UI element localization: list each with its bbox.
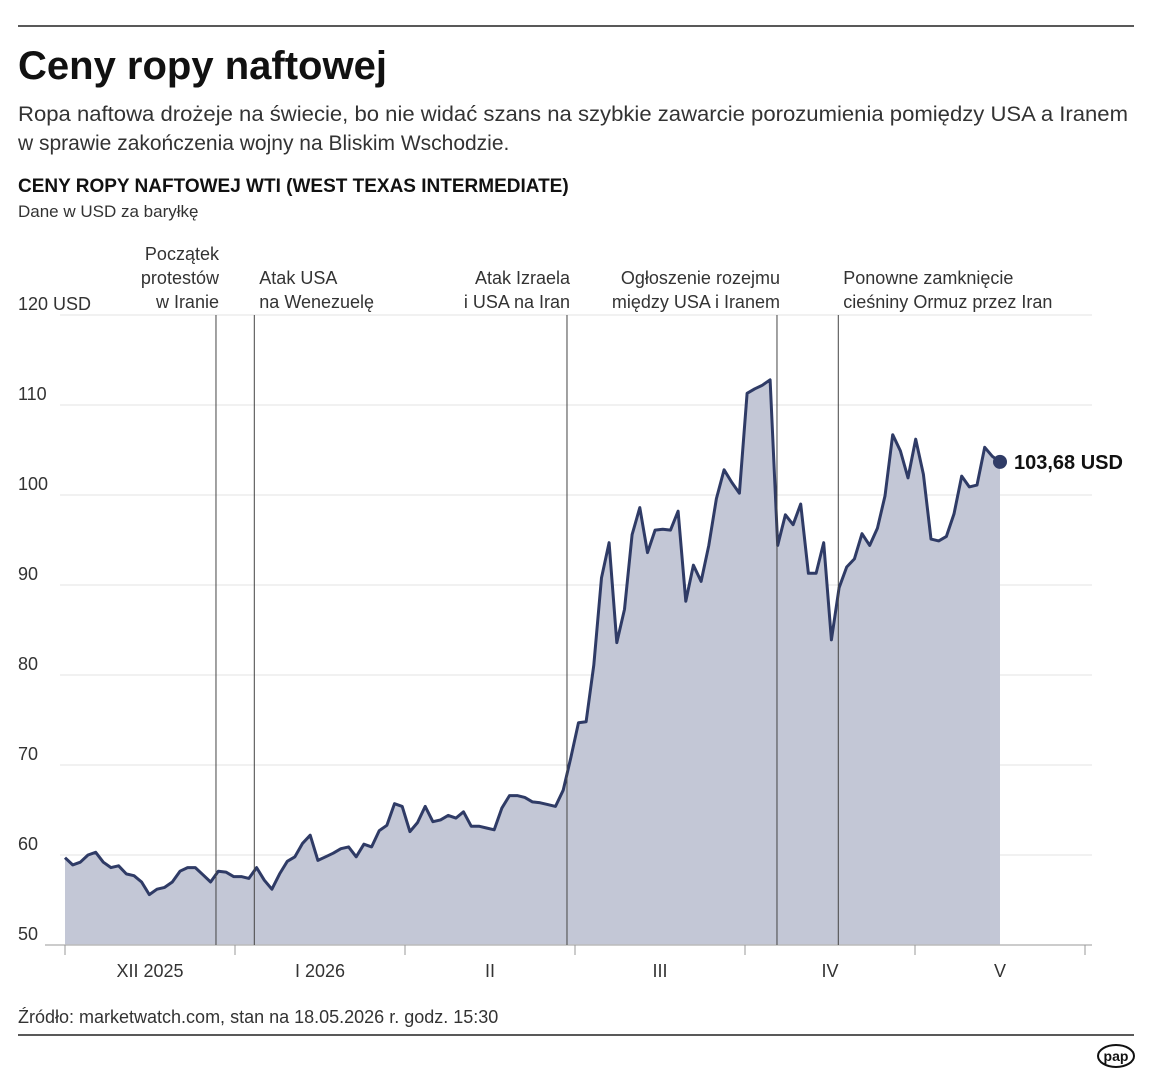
unit-note: Dane w USD za baryłkę: [18, 202, 198, 221]
event-label: Ponowne zamknięcie cieśniny Ormuz przez I…: [843, 268, 1052, 312]
event-label: Atak USA na Wenezuelę: [259, 268, 374, 312]
last-point: [993, 454, 1007, 469]
x-tick-label: V: [994, 961, 1006, 981]
x-tick-label: XII 2025: [116, 961, 183, 981]
event-label-line: protestów: [141, 268, 220, 288]
event-label-line: Początek: [145, 244, 220, 264]
y-tick-label: 100: [18, 474, 48, 494]
event-label: Początek protestów w Iranie: [141, 244, 220, 312]
y-tick-label: 50: [18, 924, 38, 944]
source: Źródło: marketwatch.com, stan na 18.05.2…: [18, 1007, 498, 1027]
event-label-line: Ogłoszenie rozejmu: [621, 268, 780, 288]
x-tick-label: III: [652, 961, 667, 981]
event-label-line: w Iranie: [155, 292, 219, 312]
event-label-line: Atak USA: [259, 268, 337, 288]
y-tick-label: 70: [18, 744, 38, 764]
x-tick-label: I 2026: [295, 961, 345, 981]
subtitle: w sprawie zakończenia wojny na Bliskim W…: [17, 132, 509, 155]
y-tick-label: 60: [18, 834, 38, 854]
y-tick-label: 80: [18, 654, 38, 674]
subtitle: Ropa naftowa drożeje na świecie, bo nie …: [18, 103, 1128, 126]
event-label-line: na Wenezuelę: [259, 292, 374, 312]
logo: pap: [1104, 1048, 1129, 1064]
x-tick-label: IV: [821, 961, 838, 981]
event-label: Ogłoszenie rozejmu między USA i Iranem: [612, 268, 780, 312]
line: [63, 378, 1001, 897]
event-label-line: między USA i Iranem: [612, 292, 780, 312]
event-label: Atak Izraela i USA na Iran: [464, 268, 571, 312]
event-label-line: cieśniny Ormuz przez Iran: [843, 292, 1052, 312]
x-tick-label: II: [485, 961, 495, 981]
last-label: 103,68 USD: [1014, 452, 1123, 474]
area: [65, 379, 1000, 945]
logo-badge: [1097, 1044, 1135, 1068]
title: Ceny ropy naftowej: [18, 44, 387, 88]
event-label-line: Atak Izraela: [475, 268, 571, 288]
y-tick-label: 120 USD: [18, 294, 91, 314]
chart-title: CENY ROPY NAFTOWEJ WTI (WEST TEXAS INTER…: [18, 176, 569, 197]
y-tick-label: 90: [18, 564, 38, 584]
event-label-line: Ponowne zamknięcie: [843, 268, 1013, 288]
y-tick-label: 110: [18, 384, 47, 404]
event-label-line: i USA na Iran: [464, 292, 570, 312]
